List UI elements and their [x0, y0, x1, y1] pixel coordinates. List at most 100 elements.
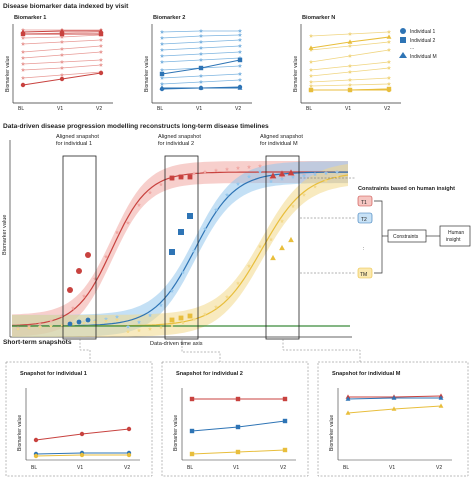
- star-marker: [92, 319, 98, 324]
- snapshot-label-2-line2: for individual 2: [158, 141, 194, 147]
- circle-marker: [98, 70, 104, 76]
- star-marker: [202, 312, 208, 316]
- star-marker: [48, 318, 54, 323]
- constraint-t1-box: [357, 195, 373, 207]
- star-marker: [37, 322, 43, 326]
- triangle-marker: [270, 254, 276, 261]
- square-marker: [282, 447, 288, 453]
- star-marker: [323, 171, 329, 175]
- sm-tick-bl: BL: [343, 465, 349, 471]
- circle-marker: [85, 317, 91, 323]
- star-marker: [59, 34, 65, 39]
- square-marker: [59, 31, 65, 37]
- square-marker: [189, 428, 195, 434]
- circle-marker: [85, 252, 91, 258]
- square-marker: [237, 57, 243, 63]
- star-marker: [191, 248, 197, 253]
- snapshot-panel-1: Snapshot for individual 1 Biomarker valu…: [5, 361, 153, 477]
- star-marker: [114, 230, 120, 235]
- star-marker: [81, 294, 87, 298]
- aligned-snapshot-box-m: [265, 155, 300, 340]
- triangle-marker: [159, 85, 165, 90]
- snapshot-2-ylabel: Biomarker value: [173, 415, 179, 451]
- snapshot-label-m-line2: for individual M: [260, 141, 298, 147]
- star-marker: [20, 67, 26, 72]
- star-marker: [136, 202, 142, 207]
- human-insight-line1: Human: [448, 230, 464, 236]
- star-marker: [125, 329, 131, 334]
- s2-tick-v2: V2: [280, 465, 286, 471]
- snapshot-1-ylabel: Biomarker value: [17, 415, 23, 451]
- circle-marker: [76, 268, 82, 274]
- human-insight-line2: insight: [446, 237, 461, 243]
- star-marker: [59, 52, 65, 57]
- legend-individual-2: Individual 2: [410, 38, 436, 44]
- p3-tick-bl: BL: [306, 106, 312, 112]
- triangle-marker: [391, 395, 397, 400]
- star-marker: [191, 317, 197, 322]
- star-marker: [15, 326, 21, 331]
- star-marker: [202, 226, 208, 231]
- p3-tick-v2: V2: [384, 106, 390, 112]
- legend-individual-1: Individual 1: [410, 29, 436, 35]
- p3-tick-v1: V1: [345, 106, 351, 112]
- star-marker: [386, 29, 392, 34]
- star-marker: [98, 37, 104, 42]
- star-marker: [92, 276, 98, 281]
- star-marker: [20, 35, 26, 40]
- constraint-t1: T1: [361, 200, 367, 206]
- circle-marker: [33, 437, 39, 443]
- snapshot-label-1-line1: Aligned snapshot: [56, 134, 99, 140]
- star-marker: [347, 82, 353, 87]
- square-marker: [386, 86, 392, 92]
- star-marker: [20, 75, 26, 80]
- star-marker: [198, 33, 204, 38]
- star-marker: [290, 174, 296, 179]
- star-marker: [301, 173, 307, 178]
- biomarker-n-title: Biomarker N: [302, 15, 335, 21]
- star-marker: [198, 79, 204, 84]
- star-marker: [386, 75, 392, 80]
- square-marker: [235, 449, 241, 455]
- biomarker-1-title: Biomarker 1: [14, 15, 46, 21]
- star-marker: [158, 325, 164, 330]
- triangle-marker: [345, 396, 351, 401]
- star-marker: [147, 313, 153, 318]
- triangle-marker: [269, 172, 277, 179]
- star-marker: [312, 172, 318, 177]
- star-marker: [70, 306, 76, 310]
- circle-marker: [67, 321, 73, 327]
- star-marker: [98, 62, 104, 67]
- star-marker: [20, 55, 26, 60]
- star-marker: [180, 320, 186, 325]
- star-marker: [159, 53, 165, 58]
- square-marker: [308, 87, 314, 93]
- constraint-t2-box: [357, 212, 373, 224]
- circle-marker: [59, 76, 65, 82]
- star-marker: [308, 59, 314, 64]
- constraints-panel: Constraints based on human insight T1 T2…: [300, 177, 471, 279]
- star-marker: [257, 163, 263, 168]
- square-marker: [235, 396, 241, 402]
- constraint-tm-box: [357, 267, 373, 279]
- star-marker: [224, 167, 230, 171]
- human-insight-box: [439, 225, 471, 247]
- square-marker: [347, 87, 353, 93]
- star-marker: [59, 39, 65, 44]
- square-marker: [189, 451, 195, 457]
- star-marker: [198, 39, 204, 44]
- star-marker: [169, 323, 175, 328]
- square-marker: [20, 31, 26, 37]
- legend-circle-marker: [400, 28, 406, 34]
- star-marker: [386, 81, 392, 86]
- star-marker: [136, 328, 142, 333]
- aligned-snapshot-box-2: [164, 155, 199, 340]
- constraint-tm: TM: [360, 272, 367, 278]
- triangle-marker: [386, 34, 392, 39]
- constraint-dots: :: [363, 246, 364, 252]
- star-marker: [308, 79, 314, 84]
- section-title-bottom: Short-term snapshots: [3, 339, 72, 346]
- star-marker: [159, 47, 165, 52]
- legend-individual-m: Individual M: [410, 54, 437, 60]
